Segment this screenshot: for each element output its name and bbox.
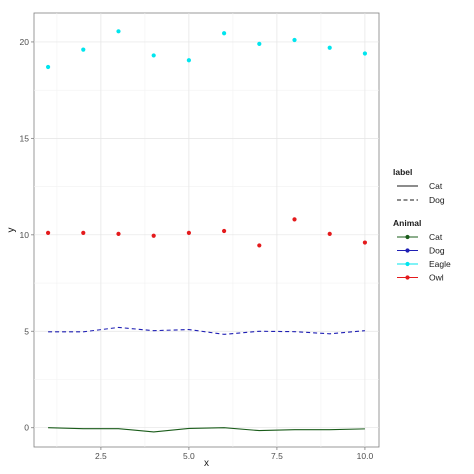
- x-tick-label: 2.5: [95, 451, 107, 461]
- data-point-eagle: [116, 29, 121, 34]
- data-point-eagle: [362, 51, 368, 56]
- legend-label: Cat: [429, 181, 443, 191]
- data-point-owl: [151, 233, 156, 238]
- x-tick-label: 7.5: [271, 451, 283, 461]
- data-point-eagle: [81, 47, 86, 52]
- legend-key-dog-point: [405, 248, 410, 253]
- legend: label Cat Dog Animal Cat Dog Eagle Owl: [393, 167, 451, 283]
- legend-label: Owl: [429, 273, 444, 283]
- data-point-owl: [81, 230, 86, 235]
- data-point-eagle: [257, 41, 262, 46]
- legend-label: Dog: [429, 195, 445, 205]
- legend-key-owl-point: [405, 275, 410, 280]
- legend-label: Eagle: [429, 259, 451, 269]
- data-point-owl: [257, 243, 262, 248]
- data-point-eagle: [327, 45, 332, 50]
- data-point-owl: [45, 230, 51, 235]
- y-axis-title: y: [6, 228, 17, 233]
- x-axis-title: x: [204, 458, 209, 469]
- series-line-cat: [48, 427, 365, 433]
- legend-label: Cat: [429, 232, 443, 242]
- y-tick-label: 10: [20, 230, 30, 240]
- series-layer: [45, 29, 368, 433]
- legend-title-animal: Animal: [393, 218, 421, 228]
- data-point-eagle: [151, 53, 156, 58]
- data-point-owl: [116, 231, 121, 236]
- x-tick-label: 10.0: [357, 451, 374, 461]
- y-tick-label: 0: [24, 423, 29, 433]
- y-tick-label: 5: [24, 326, 29, 336]
- x-tick-label: 5.0: [183, 451, 195, 461]
- y-axis: 0 5 10 15 20: [20, 37, 34, 433]
- plot-panel: [33, 12, 380, 448]
- data-point-eagle: [222, 31, 227, 36]
- data-point-owl: [222, 228, 227, 234]
- legend-key-eagle-point: [405, 261, 410, 267]
- data-point-eagle: [45, 64, 51, 70]
- x-axis: 2.5 5.0 7.5 10.0: [95, 447, 373, 461]
- legend-label: Dog: [429, 246, 445, 256]
- legend-title-label: label: [393, 167, 412, 177]
- data-point-eagle: [292, 37, 297, 43]
- data-point-owl: [362, 240, 368, 245]
- data-point-eagle: [186, 58, 191, 63]
- data-point-owl: [292, 217, 297, 222]
- data-point-owl: [186, 230, 191, 235]
- y-tick-label: 15: [20, 133, 30, 143]
- legend-key-cat-point: [405, 234, 410, 240]
- y-tick-label: 20: [20, 37, 30, 47]
- data-point-owl: [327, 231, 332, 236]
- series-line-dog: [48, 326, 365, 335]
